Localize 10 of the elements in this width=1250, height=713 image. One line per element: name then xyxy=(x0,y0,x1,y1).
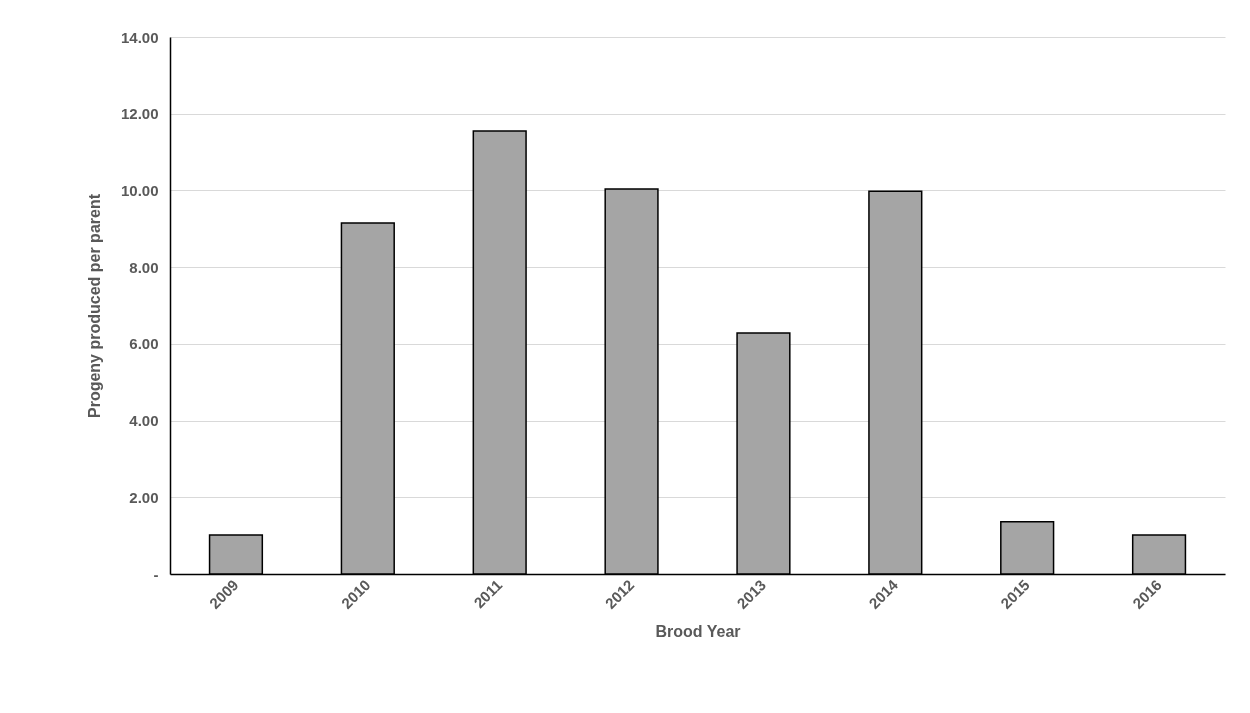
y-tick-label: 6.00 xyxy=(129,335,159,353)
y-tick-label: 14.00 xyxy=(120,28,159,46)
x-axis-title: Brood Year xyxy=(655,622,741,640)
y-tick-label: 2.00 xyxy=(129,488,159,506)
y-tick-label: 10.00 xyxy=(120,181,159,199)
y-tick-label: 12.00 xyxy=(120,105,159,123)
y-tick-label: - xyxy=(153,565,159,583)
y-tick-label: 8.00 xyxy=(129,258,159,276)
y-tick-label: 4.00 xyxy=(129,412,159,430)
y-axis-title: Progeny produced per parent xyxy=(85,193,103,419)
